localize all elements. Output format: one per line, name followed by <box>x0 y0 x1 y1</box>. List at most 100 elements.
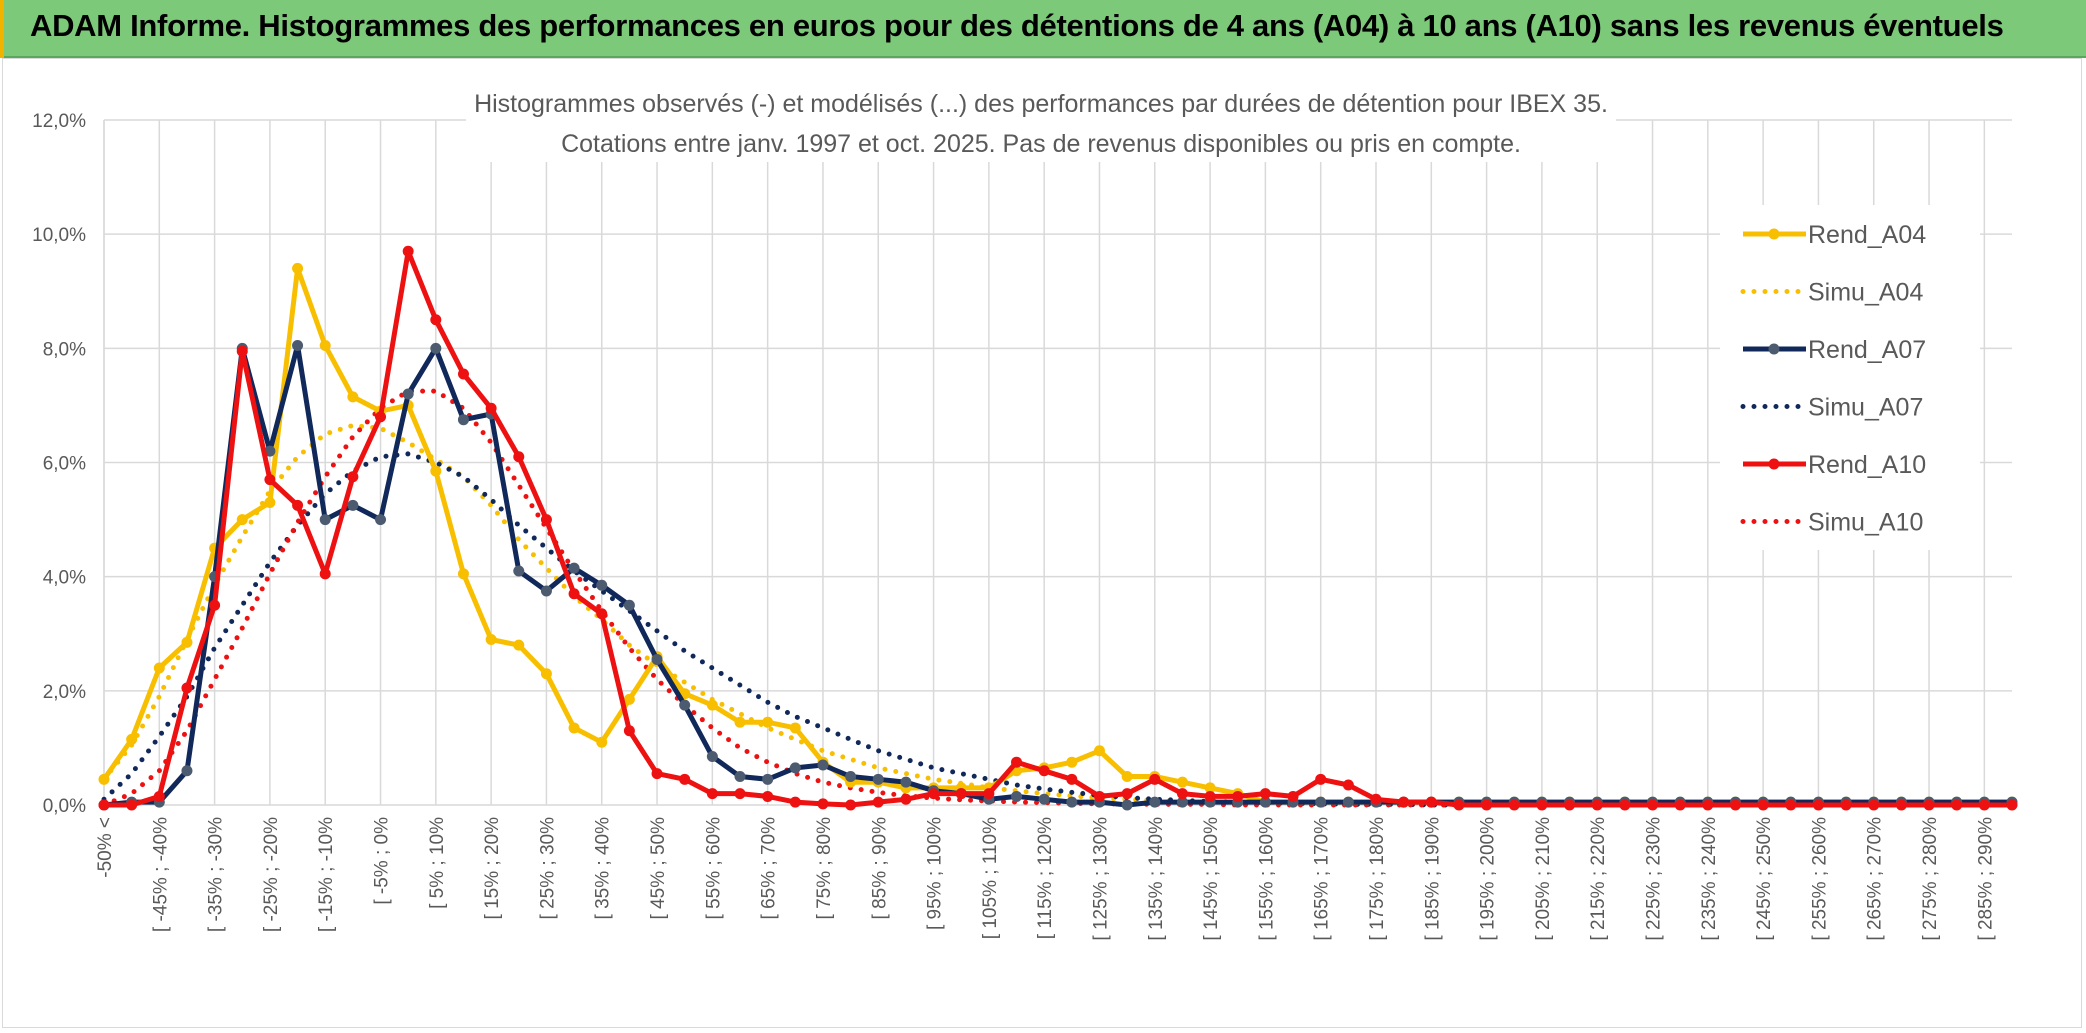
data-point-Rend_A10 <box>347 471 359 483</box>
data-point-Rend_A04 <box>1204 782 1216 794</box>
data-point-Rend_A07 <box>181 765 193 777</box>
legend-label: Rend_A07 <box>1808 336 1926 364</box>
x-tick-label: [ 215% ; 220% <box>1588 817 1609 941</box>
chart-title-line1: Histogrammes observés (-) et modélisés (… <box>474 90 1608 118</box>
data-point-Rend_A04 <box>1176 776 1188 788</box>
data-point-Rend_A04 <box>430 465 442 477</box>
x-tick-label: [ 245% ; 250% <box>1754 817 1775 941</box>
data-point-Rend_A10 <box>430 314 442 326</box>
data-point-Rend_A10 <box>1702 799 1714 811</box>
y-tick-label: 4,0% <box>43 568 86 589</box>
data-point-Rend_A10 <box>1785 799 1797 811</box>
chart-title-block: Histogrammes observés (-) et modélisés (… <box>466 82 1616 162</box>
x-tick-label: [ 285% ; 290% <box>1975 817 1996 941</box>
series-Simu_A04 <box>101 422 2015 808</box>
data-point-Rend_A04 <box>457 568 469 580</box>
data-point-Rend_A04 <box>485 633 497 645</box>
x-tick-label: [ 115% ; 120% <box>1035 817 1056 939</box>
data-point-Rend_A10 <box>928 788 940 800</box>
data-point-Rend_A10 <box>375 411 387 423</box>
data-point-Rend_A10 <box>789 796 801 808</box>
x-tick-label: [ 135% ; 140% <box>1146 817 1167 941</box>
x-tick-label: [ 75% ; 80% <box>814 817 835 920</box>
data-point-Rend_A10 <box>1619 799 1631 811</box>
data-point-Rend_A10 <box>1066 773 1078 785</box>
data-point-Rend_A10 <box>1121 788 1133 800</box>
legend-entry-Rend_A07: Rend_A07 <box>1743 336 1926 364</box>
data-point-Rend_A04 <box>540 668 552 680</box>
data-point-Rend_A10 <box>209 599 221 611</box>
data-point-Rend_A10 <box>1232 790 1244 802</box>
data-point-Rend_A07 <box>430 342 442 354</box>
x-tick-label: [ -15% ; -10% <box>316 817 337 932</box>
x-tick-label: -50% < <box>95 817 116 878</box>
data-point-Rend_A10 <box>1315 773 1327 785</box>
x-tick-label: [ 15% ; 20% <box>482 817 503 920</box>
x-tick-label: [ -5% ; 0% <box>372 817 393 905</box>
grid-lines <box>103 119 2012 806</box>
series-layer <box>98 245 2018 811</box>
data-point-Rend_A10 <box>1923 799 1935 811</box>
data-point-Rend_A10 <box>513 451 525 463</box>
data-point-Rend_A07 <box>762 773 774 785</box>
data-point-Rend_A10 <box>845 799 857 811</box>
x-tick-label: [ -25% ; -20% <box>261 817 282 932</box>
series-line-Rend_A07 <box>103 343 2012 808</box>
data-point-Rend_A04 <box>762 716 774 728</box>
x-tick-label: [ 5% ; 10% <box>427 817 448 909</box>
y-tick-label: 8,0% <box>43 339 86 360</box>
chart-frame <box>2 58 2082 1028</box>
data-point-Rend_A10 <box>1287 790 1299 802</box>
data-point-Rend_A07 <box>679 699 691 711</box>
data-point-Rend_A07 <box>264 445 276 457</box>
legend-entry-Simu_A07: Simu_A07 <box>1740 394 1923 422</box>
data-point-Rend_A07 <box>1121 799 1133 811</box>
x-tick-label: [ 165% ; 170% <box>1312 817 1333 941</box>
legend-label: Rend_A04 <box>1808 221 1926 249</box>
x-tick-label: [ 35% ; 40% <box>593 817 614 920</box>
data-point-Rend_A10 <box>457 368 469 380</box>
data-point-Rend_A07 <box>1066 796 1078 808</box>
data-point-Rend_A10 <box>1564 799 1576 811</box>
data-point-Rend_A10 <box>2006 799 2018 811</box>
y-tick-label: 10,0% <box>32 225 86 246</box>
data-point-Rend_A07 <box>900 776 912 788</box>
x-tick-label: [ 255% ; 260% <box>1809 817 1830 941</box>
series-Rend_A10 <box>98 245 2018 811</box>
data-point-Rend_A10 <box>292 499 304 511</box>
y-tick-label: 2,0% <box>43 682 86 703</box>
x-tick-label: [ 65% ; 70% <box>759 817 780 920</box>
x-tick-label: [ -45% ; -40% <box>150 817 171 932</box>
data-point-Rend_A07 <box>347 499 359 511</box>
data-point-Rend_A10 <box>955 788 967 800</box>
data-point-Rend_A10 <box>651 768 663 780</box>
data-point-Rend_A10 <box>1370 793 1382 805</box>
data-point-Rend_A10 <box>1093 790 1105 802</box>
x-tick-label: [ 185% ; 190% <box>1422 817 1443 941</box>
data-point-Rend_A10 <box>596 608 608 620</box>
data-point-Rend_A10 <box>1453 799 1465 811</box>
legend-marker <box>1768 458 1780 470</box>
legend-box <box>1720 205 1980 550</box>
data-point-Rend_A10 <box>126 799 138 811</box>
data-point-Rend_A07 <box>1315 796 1327 808</box>
data-point-Rend_A10 <box>540 514 552 526</box>
legend-label: Simu_A10 <box>1808 509 1923 537</box>
data-point-Rend_A04 <box>513 639 525 651</box>
legend-marker <box>1768 343 1780 355</box>
data-point-Rend_A10 <box>1508 799 1520 811</box>
data-point-Rend_A10 <box>1757 799 1769 811</box>
data-point-Rend_A10 <box>623 725 635 737</box>
page-title: ADAM Informe. Histogrammes des performan… <box>30 8 2004 43</box>
data-point-Rend_A07 <box>402 388 414 400</box>
data-point-Rend_A07 <box>623 599 635 611</box>
data-point-Rend_A07 <box>1038 793 1050 805</box>
data-point-Rend_A10 <box>1591 799 1603 811</box>
data-point-Rend_A04 <box>153 662 165 674</box>
data-point-Rend_A10 <box>153 790 165 802</box>
data-point-Rend_A04 <box>596 736 608 748</box>
data-point-Rend_A10 <box>817 798 829 810</box>
data-point-Rend_A10 <box>762 790 774 802</box>
data-point-Rend_A10 <box>1536 799 1548 811</box>
data-point-Rend_A04 <box>319 339 331 351</box>
